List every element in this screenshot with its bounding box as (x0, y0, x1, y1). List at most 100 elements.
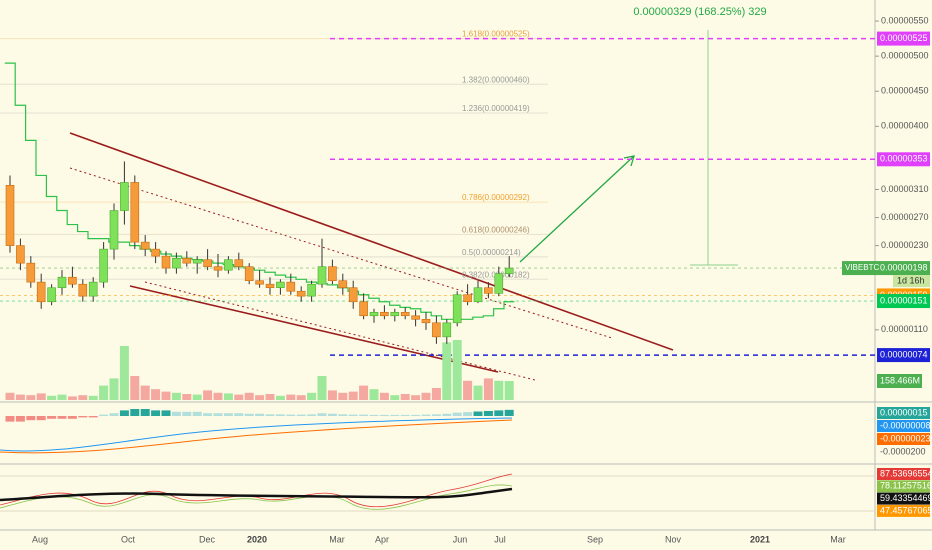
layout (0, 0, 932, 531)
fib-label: 0.786(0.00000292) (462, 193, 530, 202)
macd-bar (348, 414, 358, 416)
macd-line (0, 417, 513, 452)
x-tick-label: Mar (329, 534, 345, 544)
volume-bar (182, 394, 192, 400)
volume-bar (203, 390, 213, 400)
macd-bar (57, 416, 67, 419)
macd-bar (255, 413, 265, 416)
volume-bar (442, 342, 452, 400)
volume-bar (119, 346, 129, 400)
candle-body (99, 248, 108, 283)
macd-bar (223, 413, 233, 416)
candle-body (224, 259, 233, 271)
baseline-line (4, 62, 515, 320)
symbol-label: VIBEBTC (845, 263, 879, 272)
y-tick-label: 0.00000270 (881, 212, 929, 222)
candle-body (161, 255, 171, 269)
symbol-box (842, 261, 877, 276)
x-tick-label: Oct (121, 534, 136, 544)
projection-arrow (519, 155, 635, 263)
macd-bar (99, 414, 109, 416)
volume-bar (338, 392, 348, 400)
candle-body (265, 283, 275, 289)
candle-body (140, 241, 150, 250)
candle-body (68, 276, 77, 285)
macd-label: -0.00000008 (880, 420, 931, 430)
stoch-d (0, 484, 513, 510)
volume-bar (504, 380, 514, 400)
volume-bar (379, 392, 389, 400)
x-tick-label: 2020 (247, 534, 267, 544)
macd-bar (15, 416, 25, 422)
candle-body (494, 273, 504, 294)
fib-label: 1.618(0.00000525) (462, 30, 530, 39)
x-tick-label: Aug (32, 534, 48, 544)
candle-body (182, 257, 192, 264)
price-label-box (877, 294, 930, 309)
macd-bar (192, 411, 202, 416)
volume-bar (109, 378, 119, 400)
countdown: 1d 16h (897, 275, 925, 285)
y-tick-label: 0.00000230 (881, 240, 929, 250)
candle-body (109, 210, 119, 250)
volume-bar (463, 380, 473, 400)
macd-bar (379, 414, 389, 416)
candle-body (411, 315, 420, 320)
candle-body (120, 182, 129, 211)
volume-bar (151, 389, 161, 400)
macd-bar (494, 410, 504, 416)
macd-bar (5, 416, 15, 422)
volume-bar (26, 395, 36, 400)
macd-bar (359, 414, 369, 416)
volume-bar (400, 394, 410, 400)
macd-bar (265, 414, 275, 416)
candle-body (151, 248, 160, 257)
macd-bar (307, 414, 317, 416)
price-label-box (877, 348, 930, 363)
macd-bar (296, 414, 306, 416)
candle-body (255, 280, 264, 285)
volume-bar (275, 395, 285, 400)
macd-bar (483, 410, 493, 416)
macd-label: -0.00000023 (880, 433, 931, 443)
macd-bar (161, 410, 171, 416)
y-tick-label: 0.00000450 (881, 86, 929, 96)
x-tick-label: Nov (665, 534, 682, 544)
macd-bar (317, 413, 327, 416)
macd-bar (400, 414, 410, 416)
trend-line (69, 132, 674, 351)
candle-body (369, 311, 379, 317)
macd-bar (442, 413, 452, 416)
candle-body (317, 266, 327, 285)
macd-bar (286, 414, 296, 416)
macd-bar (411, 414, 421, 416)
volume-bar (265, 394, 275, 400)
candle-body (296, 290, 306, 297)
stoch-label: 78.11257516 (880, 481, 932, 491)
price-label: 0.00000198 (880, 262, 928, 272)
candle-body (463, 294, 472, 303)
macd-bar (504, 409, 514, 416)
candle-body (172, 257, 181, 269)
volume-bar (213, 392, 223, 400)
macd-bar (431, 414, 441, 416)
candle-body (192, 259, 202, 264)
volume-bar (307, 392, 317, 400)
stoch-label-box (877, 468, 930, 480)
volume-bar (431, 388, 441, 400)
macd-bar (452, 412, 462, 416)
volume-bar (234, 394, 244, 400)
x-tick-label: Sep (587, 534, 603, 544)
candle-body (400, 311, 410, 317)
candle-body (88, 281, 98, 297)
macd-bar (36, 416, 46, 421)
volume-bar (99, 385, 109, 400)
candle-body (484, 287, 493, 294)
candle-body (307, 283, 316, 297)
volume-bar (5, 392, 15, 400)
volume-bar (411, 395, 421, 400)
volume-bar (369, 389, 379, 400)
candle-body (286, 281, 296, 292)
macd-bar (421, 414, 431, 416)
volume-bar (140, 385, 150, 400)
